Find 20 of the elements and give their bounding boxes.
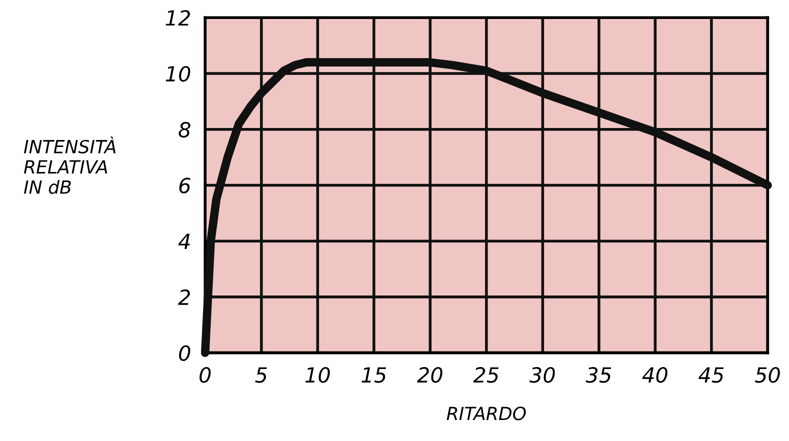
x-tick-label: 5 <box>255 367 267 383</box>
y-tick-label: 8 <box>178 122 190 138</box>
x-tick-label: 45 <box>698 367 724 383</box>
y-tick-label: 0 <box>179 345 190 362</box>
y-tick-label: 4 <box>178 234 190 249</box>
y-axis-title: INTENSITÀ RELATIVA IN dB <box>24 136 116 194</box>
y-tick-label: 6 <box>179 178 190 194</box>
x-tick-label: 25 <box>473 367 499 383</box>
x-tick-label: 10 <box>305 367 330 383</box>
x-tick-label: 50 <box>754 367 780 383</box>
x-tick-label: 30 <box>529 367 555 383</box>
x-axis-title: RITARDO <box>446 406 526 420</box>
x-tick-label: 20 <box>416 367 442 383</box>
x-tick-label: 35 <box>586 367 612 383</box>
x-tick-label: 40 <box>642 367 668 383</box>
y-tick-label: 10 <box>166 66 190 82</box>
y-tick-label: 12 <box>166 10 190 26</box>
x-tick-label: 15 <box>362 367 386 383</box>
x-tick-label: 0 <box>200 367 211 383</box>
y-tick-label: 2 <box>178 289 190 305</box>
